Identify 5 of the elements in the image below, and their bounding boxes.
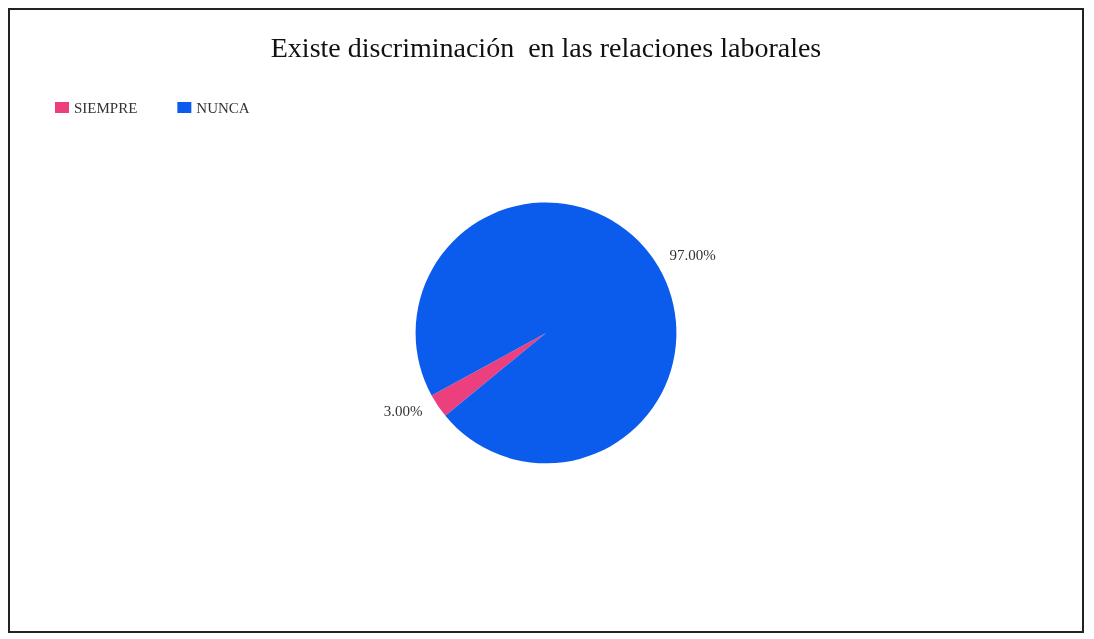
- data-label: 3.00%: [383, 402, 423, 419]
- chart-title: Existe discriminación en las relaciones laborales: [270, 31, 822, 63]
- legend-label: NUNCA: [196, 99, 250, 116]
- data-label: 97.00%: [669, 247, 716, 264]
- legend-label: SIEMPRE: [74, 99, 138, 116]
